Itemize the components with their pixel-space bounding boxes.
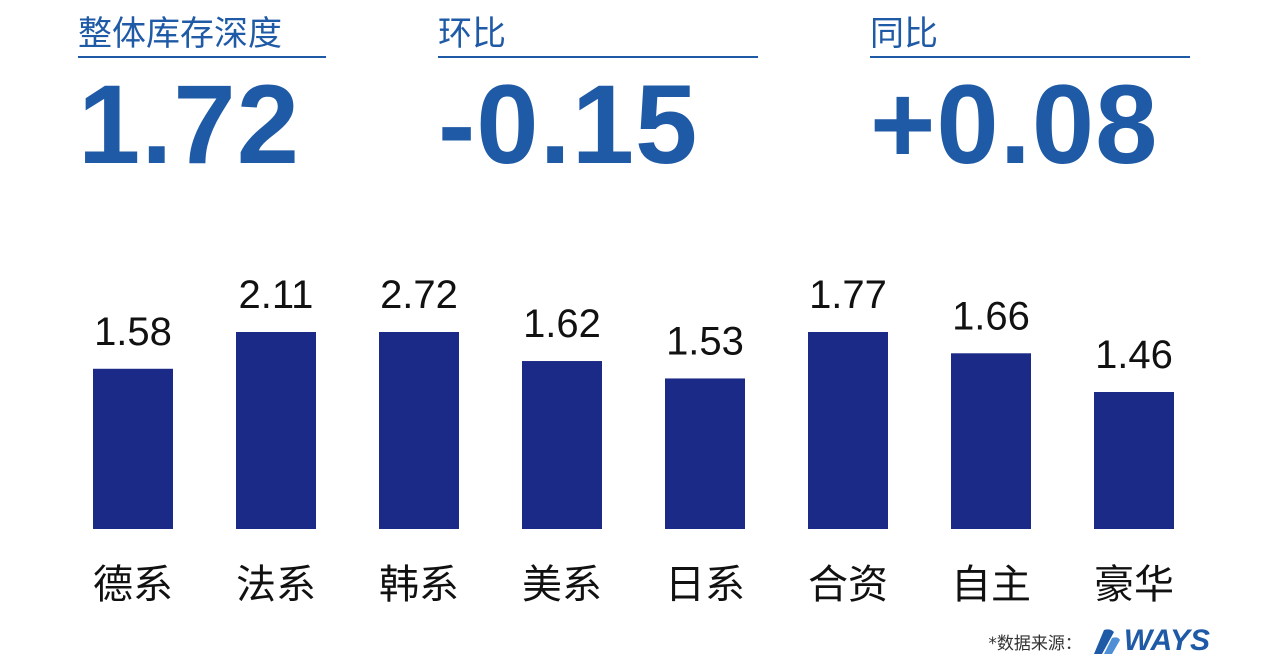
kpi-overall-depth: 整体库存深度 1.72: [78, 14, 326, 187]
bar-value-label: 2.72: [380, 273, 458, 317]
logo-text: WAYS: [1123, 624, 1210, 657]
kpi-label-overall-depth: 整体库存深度: [78, 14, 326, 58]
category-label: 自主: [951, 562, 1031, 608]
bar-4: [665, 378, 745, 529]
bar-value-label: 1.58: [94, 310, 172, 354]
kpi-label-month-on-month: 环比: [438, 14, 758, 58]
category-label: 合资: [808, 562, 888, 608]
bar-value-label: 1.53: [666, 319, 744, 363]
bar-1: [236, 332, 316, 529]
bar-5: [808, 332, 888, 529]
bar-2: [379, 332, 459, 529]
bar-value-label: 1.77: [809, 273, 887, 317]
category-label: 美系: [522, 562, 602, 608]
category-label: 日系: [665, 562, 745, 608]
category-label: 韩系: [379, 562, 459, 608]
ways-logo: WAYS: [1090, 624, 1210, 658]
ways-logo-icon: [1093, 629, 1120, 654]
bar-value-label: 1.46: [1095, 333, 1173, 377]
category-label: 豪华: [1094, 562, 1174, 608]
bar-0: [93, 368, 173, 529]
kpi-value-month-on-month: -0.15: [438, 62, 699, 187]
bar-6: [951, 353, 1031, 529]
source-label: *数据来源：: [988, 633, 1082, 654]
bar-3: [522, 361, 602, 529]
kpi-year-on-year: 同比 +0.08: [870, 14, 1190, 187]
footer-source: *数据来源： WAYS: [988, 624, 1210, 658]
bar-value-label: 1.62: [523, 302, 601, 346]
bar-7: [1094, 392, 1174, 529]
kpi-value-overall-depth: 1.72: [78, 62, 300, 187]
kpi-label-year-on-year: 同比: [870, 14, 1190, 58]
bar-value-label: 2.11: [239, 273, 314, 317]
bar-value-label: 1.66: [952, 294, 1030, 338]
kpi-month-on-month: 环比 -0.15: [438, 14, 758, 187]
category-label: 法系: [236, 562, 316, 608]
category-label: 德系: [93, 562, 173, 608]
kpi-value-year-on-year: +0.08: [870, 62, 1159, 187]
